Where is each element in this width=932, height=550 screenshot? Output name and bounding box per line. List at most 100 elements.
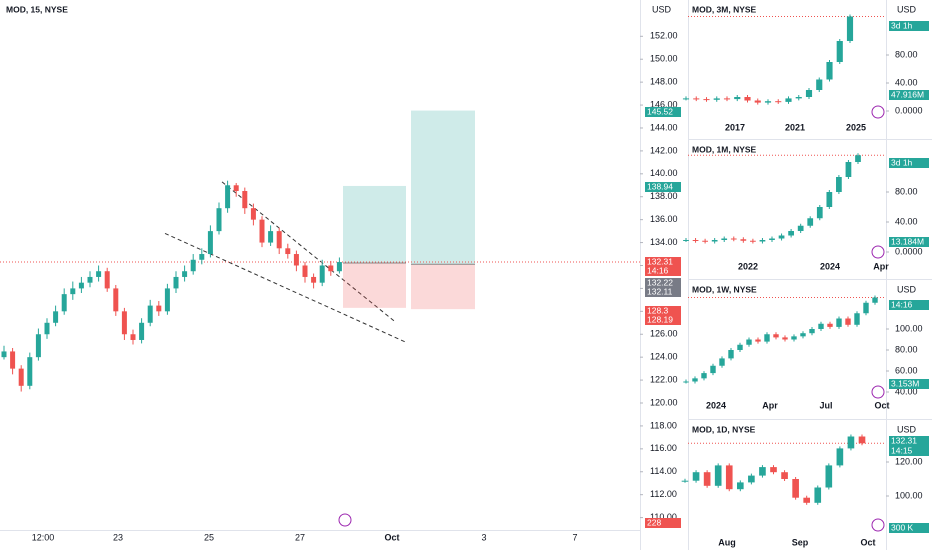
candle-body (775, 101, 782, 103)
candle-body (734, 97, 741, 100)
candle-body (53, 311, 59, 323)
candle-body (769, 238, 775, 240)
y-tick-label: 80.00 (895, 186, 918, 196)
candle-body (683, 381, 689, 383)
price-label: 145.52 (647, 106, 673, 116)
candle-body (681, 480, 689, 482)
candle-body (855, 155, 861, 162)
candle-body (35, 334, 41, 358)
x-tick-label: 2024 (706, 400, 726, 410)
candle-body (336, 262, 342, 272)
candle-body (803, 497, 811, 503)
candle-body (44, 322, 50, 335)
candle-body (714, 465, 722, 486)
x-tick-label: 12:00 (32, 532, 55, 542)
y-tick-label: 152.00 (650, 31, 678, 41)
candle-body (836, 448, 844, 466)
candle-body (792, 479, 799, 498)
price-label-bg (889, 523, 929, 533)
price-label: 228 (647, 517, 661, 527)
x-tick-label: Aug (718, 537, 736, 547)
x-tick-label: Oct (860, 537, 875, 547)
y-tick-label: 0.0000 (895, 105, 923, 115)
y-tick-label: 100.00 (895, 490, 923, 500)
candle-body (242, 191, 248, 209)
candle-body (740, 239, 747, 241)
candle-body (826, 62, 833, 80)
candle-body (70, 288, 76, 295)
candle-body (754, 100, 761, 103)
x-tick-label: 2022 (738, 261, 758, 271)
price-label-bg (889, 300, 929, 310)
candle-body (692, 472, 700, 481)
candle-body (826, 192, 833, 207)
price-label: 14:15 (891, 445, 913, 455)
candle-body (755, 339, 761, 342)
price-label: 132.22 (647, 277, 673, 287)
price-label-bg (889, 158, 929, 168)
candle-body (750, 240, 756, 242)
candle-body (719, 358, 725, 366)
alert-icon (871, 518, 885, 532)
candle-body (737, 344, 743, 350)
x-tick-label: Jul (819, 400, 832, 410)
candle-body (18, 368, 24, 386)
candle-body (225, 185, 231, 209)
candle-body (703, 99, 710, 101)
candle-body (87, 276, 93, 283)
candle-body (259, 219, 265, 243)
candle-body (199, 254, 205, 260)
candle-body (701, 373, 707, 379)
price-label: 128.19 (647, 314, 673, 324)
y-tick-label: 136.00 (650, 214, 678, 224)
price-label: 3d 1h (891, 157, 913, 167)
price-label: 132.31 (647, 256, 673, 266)
x-tick-label: 27 (295, 532, 305, 542)
price-label-bg (645, 306, 681, 316)
alert-icon (871, 385, 885, 399)
price-label: 3.153M (891, 378, 919, 388)
candle-body (713, 98, 720, 100)
candle-body (693, 98, 700, 100)
x-tick-label: Oct (874, 400, 889, 410)
x-tick-label: 2025 (846, 122, 866, 132)
trendline (164, 232, 407, 343)
price-label-bg (889, 446, 929, 456)
price-label: 128.3 (647, 305, 669, 315)
y-tick-label: 120.00 (895, 456, 923, 466)
candle-body (845, 318, 851, 325)
candle-body (156, 305, 162, 312)
currency[interactable]: USD (652, 4, 672, 14)
candle-body (130, 334, 136, 340)
y-tick-label: 112.00 (650, 489, 677, 499)
candle-body (164, 288, 170, 312)
y-tick-label: 124.00 (650, 352, 678, 362)
candle-body (759, 467, 766, 476)
candle-body (96, 271, 102, 277)
y-tick-label: 110.00 (650, 512, 677, 522)
candle-body (846, 16, 854, 41)
x-tick-label: 2017 (725, 122, 745, 132)
price-label: 300 K (891, 522, 914, 532)
y-tick-label: 142.00 (650, 145, 678, 155)
price-label-bg (645, 518, 681, 528)
chart-title: MOD, 15, NYSE (6, 4, 68, 14)
candle-body (233, 185, 239, 192)
candle-body (872, 297, 878, 303)
candle-body (139, 322, 145, 340)
y-tick-label: 40.00 (895, 216, 918, 226)
candle-body (797, 225, 804, 231)
candle-body (692, 378, 698, 382)
candle-body (764, 334, 770, 342)
candle-body (814, 487, 822, 503)
price-label-bg (889, 237, 929, 247)
x-tick-label: 25 (204, 532, 214, 542)
y-tick-label: 118.00 (650, 420, 677, 430)
x-tick-label: Apr (873, 261, 889, 271)
candle-body (836, 177, 842, 192)
price-label-bg (645, 257, 681, 267)
y-tick-label: 114.00 (650, 466, 677, 476)
candle-body (825, 465, 833, 488)
y-tick-label: 144.00 (650, 122, 678, 132)
